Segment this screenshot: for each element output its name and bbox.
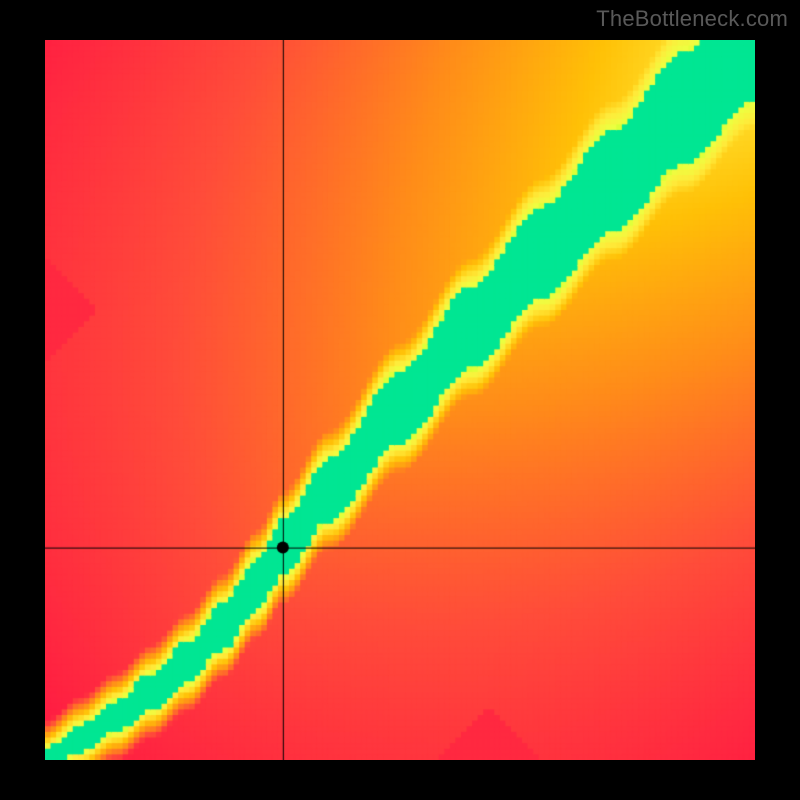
heatmap-canvas (45, 40, 755, 760)
watermark-text: TheBottleneck.com (596, 6, 788, 32)
plot-area (45, 40, 755, 760)
chart-container: TheBottleneck.com (0, 0, 800, 800)
